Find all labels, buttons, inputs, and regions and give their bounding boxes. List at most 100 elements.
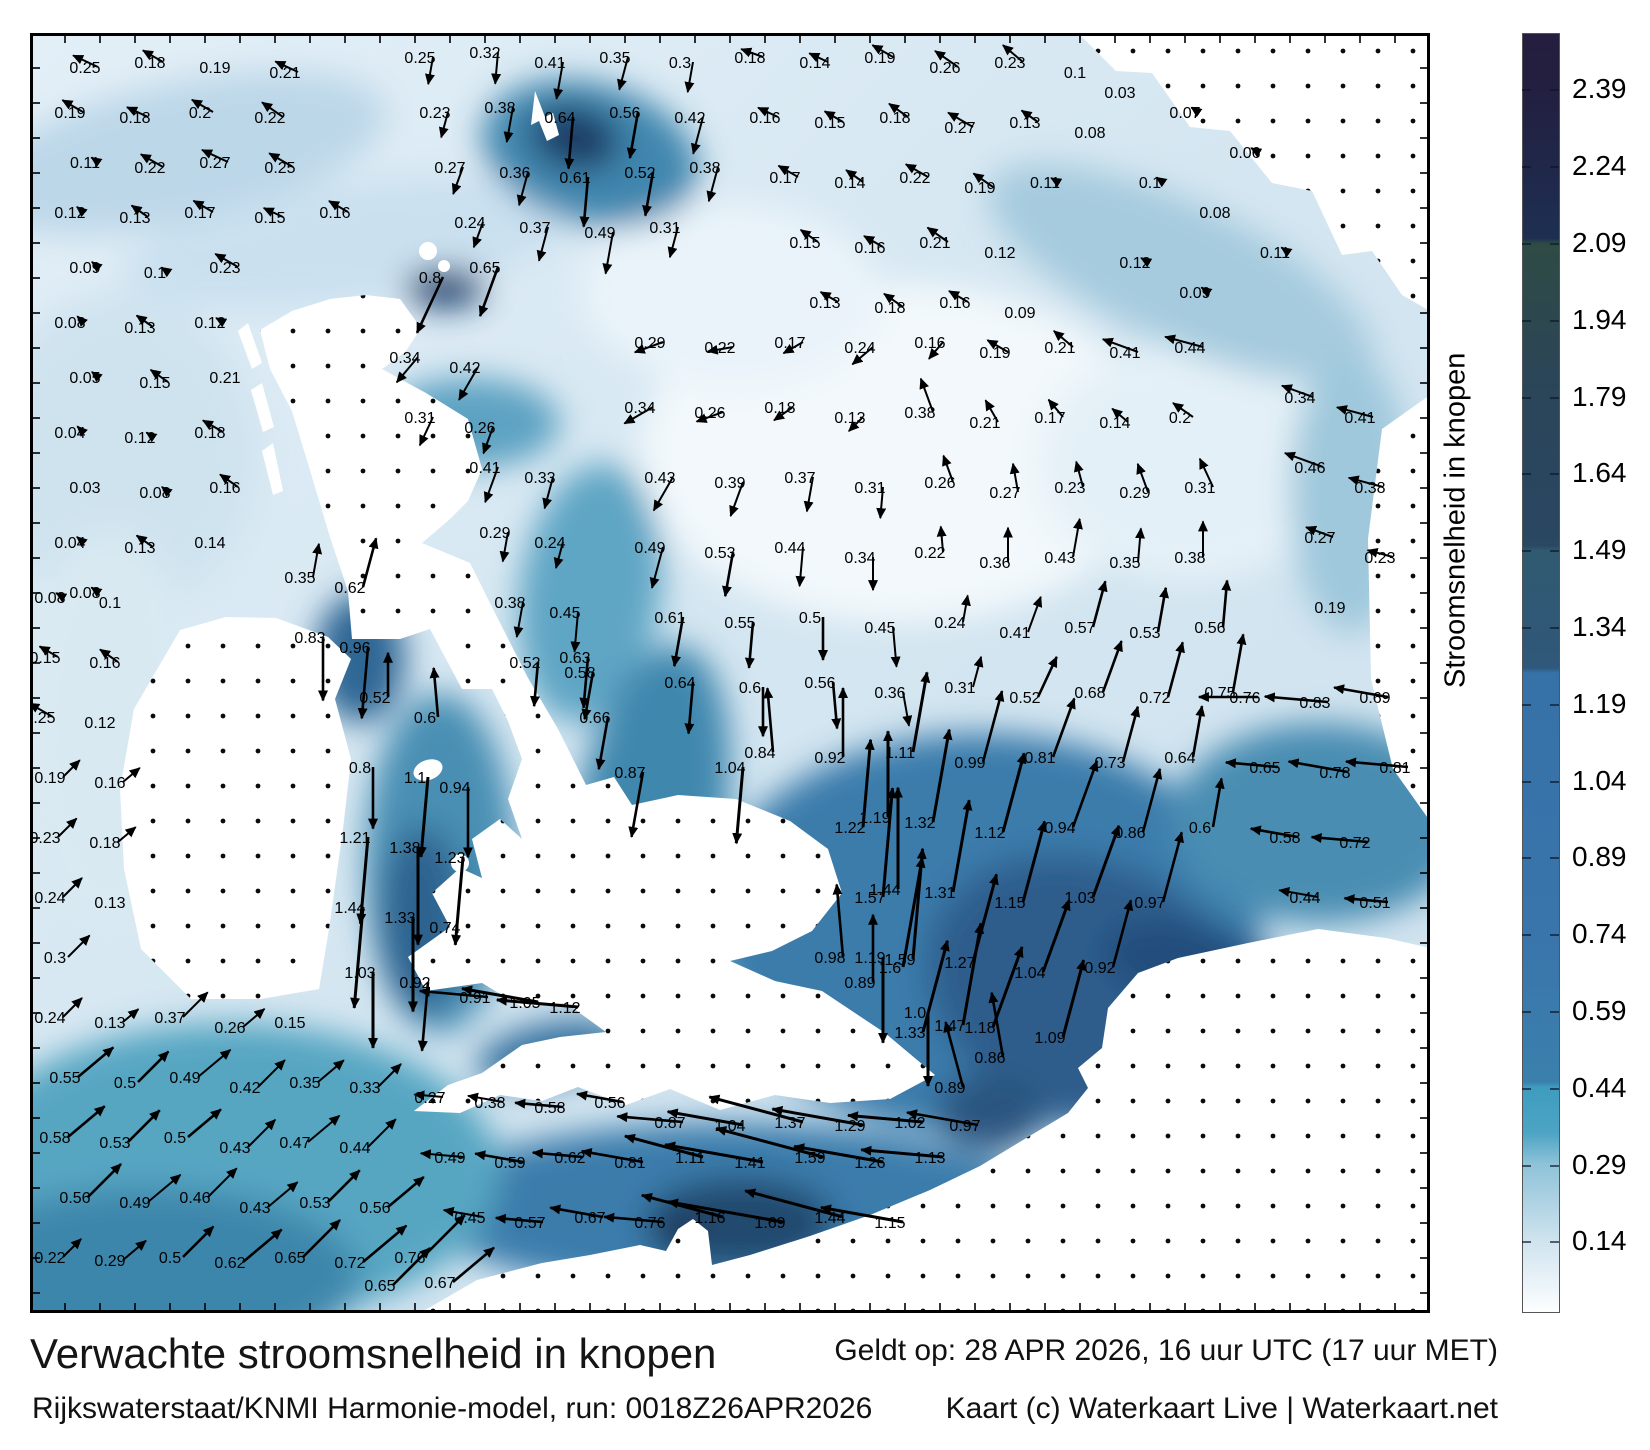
current-value-label: 0.57 bbox=[514, 1215, 545, 1232]
current-value-label: 1.1 bbox=[404, 770, 426, 787]
colorbar-tick-label: 1.94 bbox=[1572, 303, 1627, 335]
current-direction-arrow bbox=[418, 416, 434, 447]
current-direction-arrow bbox=[581, 671, 595, 721]
current-direction-arrow bbox=[1249, 825, 1299, 839]
current-direction-arrow bbox=[452, 1246, 495, 1283]
current-direction-arrow bbox=[1071, 760, 1099, 828]
current-value-label: 0.26 bbox=[929, 60, 960, 77]
current-direction-arrow bbox=[623, 406, 654, 425]
current-direction-arrow bbox=[623, 1133, 704, 1159]
current-direction-arrow bbox=[926, 226, 949, 243]
current-direction-arrow bbox=[901, 856, 926, 968]
current-value-label: 0.21 bbox=[269, 65, 300, 82]
current-direction-arrow bbox=[197, 1049, 232, 1078]
current-direction-arrow bbox=[819, 291, 839, 303]
current-direction-arrow bbox=[1231, 633, 1247, 693]
islands-hebrides bbox=[238, 323, 283, 495]
colorbar-tick-label: 0.29 bbox=[1572, 1148, 1627, 1180]
colorbar-tick-label: 0.89 bbox=[1572, 841, 1627, 873]
island-isle-of-man bbox=[413, 759, 443, 781]
current-value-label: 0.52 bbox=[509, 655, 540, 672]
current-value-label: 0.25 bbox=[30, 710, 56, 727]
current-direction-arrow bbox=[242, 1228, 283, 1263]
current-direction-arrow bbox=[851, 346, 874, 366]
current-direction-arrow bbox=[1021, 820, 1047, 903]
current-direction-arrow bbox=[461, 985, 539, 1004]
current-direction-arrow bbox=[1263, 692, 1329, 704]
current-value-label: 0.86 bbox=[1114, 825, 1145, 842]
current-direction-arrow bbox=[91, 261, 103, 273]
current-value-label: 0.55 bbox=[724, 615, 755, 632]
current-direction-arrow bbox=[87, 1163, 122, 1198]
current-value-label: 0.41 bbox=[534, 55, 565, 72]
current-value-label: 0.51 bbox=[1359, 895, 1390, 912]
page-title: Verwachte stroomsnelheid in knopen bbox=[30, 1330, 717, 1377]
current-value-label: 0.13 bbox=[1009, 115, 1040, 132]
current-value-label: 0.27 bbox=[199, 155, 230, 172]
current-value-label: 0.34 bbox=[624, 400, 655, 417]
current-direction-arrow bbox=[474, 1150, 524, 1164]
current-direction-arrow bbox=[1121, 705, 1141, 763]
current-value-label: 0.21 bbox=[1044, 340, 1075, 357]
current-direction-arrow bbox=[494, 1213, 544, 1224]
current-value-label: 1.04 bbox=[714, 760, 745, 777]
current-direction-arrow bbox=[617, 56, 629, 91]
island-anglesey bbox=[451, 854, 469, 872]
current-value-label: 1.11 bbox=[885, 745, 915, 762]
current-value-label: 0.56 bbox=[609, 105, 640, 122]
current-value-label: 0.8 bbox=[419, 270, 441, 287]
current-value-label: 0.19 bbox=[1314, 600, 1345, 617]
current-value-label: 0.67 bbox=[424, 1275, 455, 1292]
current-direction-arrow bbox=[147, 1174, 182, 1203]
current-direction-arrow bbox=[499, 531, 510, 563]
current-direction-arrow bbox=[579, 656, 590, 709]
current-value-label: 1.15 bbox=[994, 895, 1025, 912]
current-value-label: 0.52 bbox=[359, 690, 390, 707]
current-direction-arrow bbox=[715, 1126, 824, 1159]
current-value-label: 0.42 bbox=[674, 110, 705, 127]
colorbar-tick-label: 0.74 bbox=[1572, 918, 1627, 950]
current-direction-arrow bbox=[1305, 525, 1334, 538]
current-value-label: 0.29 bbox=[1119, 485, 1150, 502]
current-value-label: 0.27 bbox=[944, 120, 975, 137]
current-direction-arrow bbox=[467, 1092, 504, 1103]
current-value-label: 0.97 bbox=[1134, 895, 1165, 912]
current-value-label: 0.58 bbox=[534, 1100, 565, 1117]
current-direction-arrow bbox=[145, 431, 158, 443]
current-direction-arrow bbox=[207, 1167, 238, 1198]
current-direction-arrow bbox=[472, 221, 484, 249]
current-value-label: 0.18 bbox=[194, 425, 225, 442]
current-direction-arrow bbox=[616, 1112, 684, 1124]
current-direction-arrow bbox=[936, 525, 947, 553]
current-value-label: 0.53 bbox=[99, 1135, 130, 1152]
current-direction-arrow bbox=[202, 419, 224, 433]
current-direction-arrow bbox=[628, 771, 645, 838]
colorbar-tick-label: 1.34 bbox=[1572, 610, 1627, 642]
current-direction-arrow bbox=[1141, 767, 1163, 833]
current-value-label: 1.44 bbox=[334, 900, 365, 917]
map-frame: 0.25 0.18 0.19 0.21 0.19 0.18 0.2 0.22 0.11 0.22 0… bbox=[30, 33, 1430, 1313]
current-value-label: 0.45 bbox=[549, 605, 580, 622]
islands-orkney-2 bbox=[438, 260, 450, 272]
current-value-label: 0.53 bbox=[704, 545, 735, 562]
colorbar-tick-label: 0.59 bbox=[1572, 994, 1627, 1026]
current-value-label: 0.31 bbox=[649, 220, 680, 237]
current-value-label: 0.25 bbox=[264, 160, 295, 177]
current-value-label: 0.84 bbox=[744, 745, 775, 762]
current-direction-arrow bbox=[763, 687, 775, 753]
current-direction-arrow bbox=[187, 1108, 222, 1138]
current-value-label: 0.22 bbox=[34, 1250, 65, 1267]
current-value-label: 0.52 bbox=[624, 165, 655, 182]
current-direction-arrow bbox=[55, 592, 68, 603]
current-direction-arrow bbox=[429, 667, 440, 718]
current-direction-arrow bbox=[911, 671, 931, 753]
current-value-label: 0.15 bbox=[814, 115, 845, 132]
current-value-label: 0.76 bbox=[1229, 690, 1260, 707]
current-value-label: 0.2 bbox=[1169, 410, 1191, 427]
current-direction-arrow bbox=[438, 111, 449, 139]
current-value-label: 0.24 bbox=[34, 1010, 65, 1027]
current-value-label: 0.27 bbox=[434, 160, 465, 177]
current-direction-arrow bbox=[67, 1105, 106, 1138]
current-direction-arrow bbox=[191, 98, 214, 113]
current-value-label: 0.65 bbox=[1249, 760, 1280, 777]
